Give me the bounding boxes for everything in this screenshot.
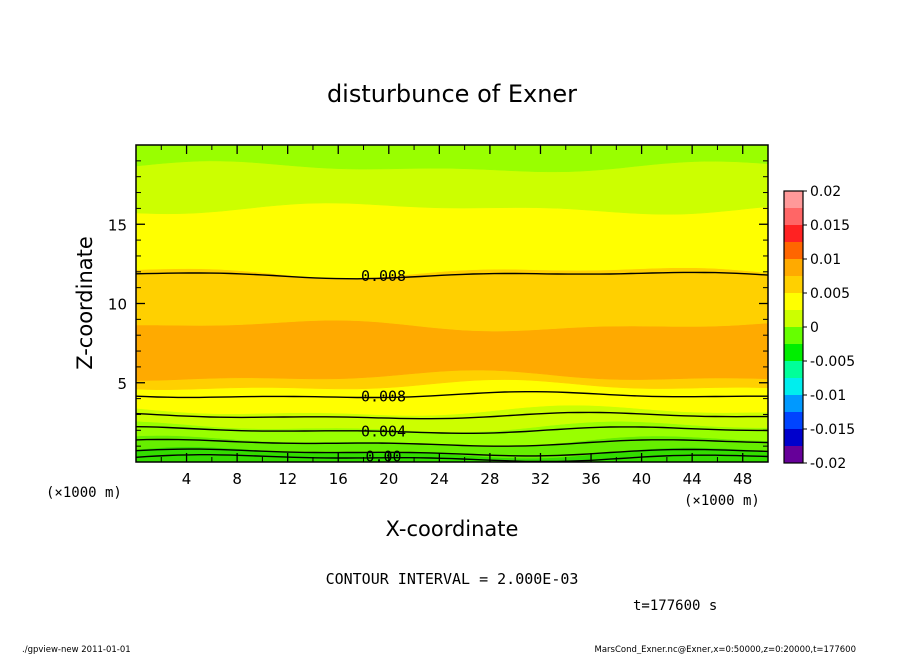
y-axis-label: Z-coordinate bbox=[73, 236, 97, 370]
y-tick-label: 5 bbox=[117, 375, 127, 393]
colorbar-segment bbox=[784, 378, 803, 396]
colorbar-segment bbox=[784, 191, 803, 209]
x-tick-label: 48 bbox=[733, 470, 752, 488]
colorbar-tick-labels: 0.02 0.015 0.01 0.005 0 -0.005 -0.01 -0.015 -0.0… bbox=[803, 184, 855, 472]
contour-labels: 0.008 0.008 0.004 0.00 bbox=[361, 267, 406, 466]
colorbar-segment bbox=[784, 242, 803, 260]
colorbar-segment bbox=[784, 327, 803, 345]
chart-title: disturbunce of Exner bbox=[327, 80, 577, 108]
colorbar bbox=[783, 190, 804, 464]
colorbar-segment bbox=[784, 412, 803, 430]
contour-label: 0.008 bbox=[361, 387, 406, 405]
y-tick-label: 10 bbox=[108, 296, 127, 314]
x-tick-label: 16 bbox=[329, 470, 348, 488]
colorbar-segment bbox=[784, 259, 803, 277]
colorbar-tick-label: 0.01 bbox=[810, 252, 841, 268]
x-tick-label: 12 bbox=[278, 470, 297, 488]
x-tick-label: 28 bbox=[480, 470, 499, 488]
colorbar-tick-label: 0.005 bbox=[810, 286, 850, 302]
contour-label: 0.008 bbox=[361, 267, 406, 285]
contour-label-text: 0.004 bbox=[361, 422, 406, 440]
colorbar-segment bbox=[784, 344, 803, 362]
colorbar-tick-label: 0.015 bbox=[810, 218, 850, 234]
x-tick-label: 40 bbox=[632, 470, 651, 488]
x-unit-left: (×1000 m) bbox=[46, 485, 122, 501]
contour-label-text: 0.008 bbox=[361, 387, 406, 405]
colorbar-segment bbox=[784, 225, 803, 243]
colorbar-segment bbox=[784, 276, 803, 294]
contour-label-text: 0.008 bbox=[361, 267, 406, 285]
contour-band bbox=[135, 267, 769, 332]
x-axis-label: X-coordinate bbox=[386, 517, 519, 541]
colorbar-tick-label: -0.015 bbox=[810, 422, 855, 438]
y-axis-ticks: 5 10 15 bbox=[108, 160, 768, 447]
time-label: t=177600 s bbox=[633, 598, 717, 614]
colorbar-segment bbox=[784, 310, 803, 328]
colorbar-segment bbox=[784, 446, 803, 464]
contour-label: 0.00 bbox=[365, 448, 401, 466]
x-unit-right: (×1000 m) bbox=[684, 493, 760, 509]
contour-line bbox=[135, 454, 769, 463]
contour-label: 0.004 bbox=[361, 422, 406, 440]
contour-line bbox=[135, 391, 768, 399]
x-tick-label: 32 bbox=[531, 470, 550, 488]
contour-line bbox=[135, 448, 769, 457]
y-tick-label: 15 bbox=[108, 216, 127, 234]
colorbar-tick-label: -0.01 bbox=[810, 388, 846, 404]
footer-left: ./gpview-new 2011-01-01 bbox=[22, 645, 131, 654]
x-axis-ticks: 4 8 12 16 20 24 28 32 36 40 44 48 bbox=[160, 145, 752, 488]
colorbar-tick-label: -0.02 bbox=[810, 456, 846, 472]
contour-interval-label: CONTOUR INTERVAL = 2.000E-03 bbox=[326, 570, 579, 588]
colorbar-segment bbox=[784, 361, 803, 379]
contour-line bbox=[135, 426, 769, 434]
x-tick-label: 8 bbox=[232, 470, 242, 488]
contour-line bbox=[135, 411, 769, 420]
contour-label-text: 0.00 bbox=[365, 448, 401, 466]
colorbar-tick-label: 0 bbox=[810, 320, 819, 336]
contour-line bbox=[135, 271, 769, 280]
colorbar-tick-label: 0.02 bbox=[810, 184, 841, 200]
x-tick-label: 4 bbox=[182, 470, 192, 488]
colorbar-segment bbox=[784, 293, 803, 311]
x-tick-label: 20 bbox=[379, 470, 398, 488]
colorbar-segment bbox=[784, 395, 803, 413]
x-tick-label: 36 bbox=[581, 470, 600, 488]
colorbar-segment bbox=[784, 208, 803, 226]
plot-area bbox=[135, 144, 769, 463]
contour-line bbox=[135, 438, 769, 447]
x-tick-label: 24 bbox=[430, 470, 449, 488]
contour-band bbox=[135, 160, 769, 215]
colorbar-segment bbox=[784, 429, 803, 447]
contour-lines bbox=[135, 271, 769, 463]
x-tick-label: 44 bbox=[683, 470, 702, 488]
footer-right: MarsCond_Exner.nc@Exner,x=0:50000,z=0:20… bbox=[594, 645, 856, 654]
colorbar-tick-label: -0.005 bbox=[810, 354, 855, 370]
